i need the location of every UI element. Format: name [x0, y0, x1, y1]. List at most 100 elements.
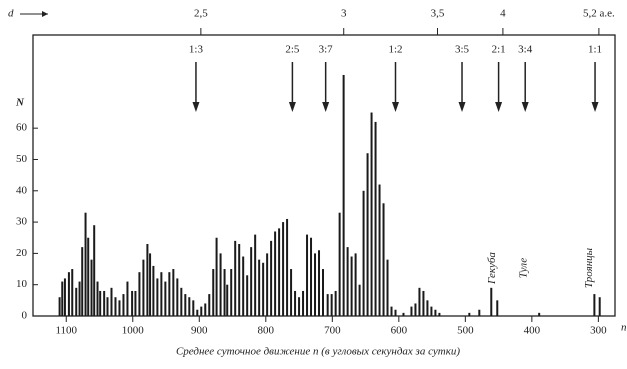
bar [426, 300, 429, 316]
bar [164, 281, 167, 316]
bar [422, 290, 425, 316]
resonance-label: 2:5 [285, 44, 300, 56]
bar [438, 312, 441, 316]
bar [390, 306, 393, 316]
top-axis-arrowhead [42, 11, 48, 17]
bar [122, 294, 125, 316]
top-tick-label: 3 [341, 8, 347, 20]
bar [430, 306, 433, 316]
resonance-arrowhead [192, 102, 200, 112]
bar [156, 278, 159, 316]
bar [78, 281, 81, 316]
bar [196, 309, 199, 316]
bar [490, 287, 493, 316]
bar [306, 234, 309, 316]
bar [110, 287, 113, 316]
bar [386, 259, 389, 316]
bar [338, 212, 341, 316]
bar [382, 203, 385, 316]
bar [219, 253, 222, 316]
bar [246, 275, 249, 316]
resonance-arrowhead [322, 102, 330, 112]
group-annotation: Троянцы [583, 247, 595, 288]
top-tick-label: 2,5 [194, 8, 208, 20]
bar [176, 278, 179, 316]
bar [286, 218, 289, 316]
bar [142, 259, 145, 316]
bar [230, 269, 233, 316]
bar [168, 272, 171, 316]
bar [90, 259, 93, 316]
resonance-arrowhead [288, 102, 296, 112]
y-tick-label: 0 [22, 310, 28, 322]
bar [192, 300, 195, 316]
top-tick-label: 3,5 [431, 8, 445, 20]
bar [234, 240, 237, 316]
bar [67, 272, 70, 316]
top-tick-label: 5,2 а.е. [583, 8, 615, 20]
bar [350, 256, 353, 316]
bar [250, 247, 253, 316]
bar [215, 237, 218, 316]
y-axis-label: N [15, 97, 25, 109]
bar [593, 294, 596, 316]
bar [434, 309, 437, 316]
bar [114, 297, 117, 316]
y-tick-label: 40 [16, 184, 28, 196]
bar [370, 112, 373, 317]
bar [96, 281, 99, 316]
bar [402, 312, 405, 316]
x-tick-label: 400 [524, 325, 541, 337]
x-tick-label: 500 [457, 325, 474, 337]
bar [302, 290, 305, 316]
bar [478, 309, 481, 316]
resonance-arrowhead [392, 102, 400, 112]
bar [58, 297, 61, 316]
bar [342, 74, 345, 317]
bar [118, 300, 121, 316]
bar [418, 287, 421, 316]
bar [278, 228, 281, 316]
top-tick-label: 4 [500, 8, 506, 20]
bar [138, 272, 141, 316]
bar [226, 284, 229, 316]
bar [254, 234, 257, 316]
bar [188, 297, 191, 316]
bar [354, 253, 357, 316]
group-annotation: Туле [518, 258, 530, 279]
bar [152, 265, 155, 316]
bar [394, 309, 397, 316]
bar [131, 290, 134, 316]
x-tick-label: 900 [191, 325, 208, 337]
bar [318, 250, 321, 316]
bar [242, 256, 245, 316]
y-tick-label: 10 [16, 278, 28, 290]
bar [99, 290, 102, 316]
bar [223, 269, 226, 316]
bar [326, 294, 329, 316]
bar [362, 190, 365, 316]
bar [282, 222, 285, 316]
x-tick-label: 600 [391, 325, 408, 337]
bar [126, 281, 129, 316]
group-annotation: Гекуба [486, 252, 498, 285]
bar [212, 269, 215, 316]
bar [258, 259, 261, 316]
resonance-arrowhead [495, 102, 503, 112]
bar [274, 231, 277, 316]
bar [160, 272, 163, 316]
bar [149, 253, 152, 316]
bar [134, 290, 137, 316]
x-tick-label: 800 [258, 325, 275, 337]
bar [200, 306, 203, 316]
bar [358, 284, 361, 316]
x-tick-label: 1100 [55, 325, 77, 337]
bar [103, 290, 106, 316]
bar [322, 269, 325, 316]
x-tick-label: 700 [324, 325, 341, 337]
x-axis-label: Среднее суточное движение n (в угловых с… [176, 346, 460, 358]
resonance-label: 3:4 [518, 44, 533, 56]
y-tick-label: 50 [16, 153, 28, 165]
resonance-label: 1:1 [588, 44, 602, 56]
